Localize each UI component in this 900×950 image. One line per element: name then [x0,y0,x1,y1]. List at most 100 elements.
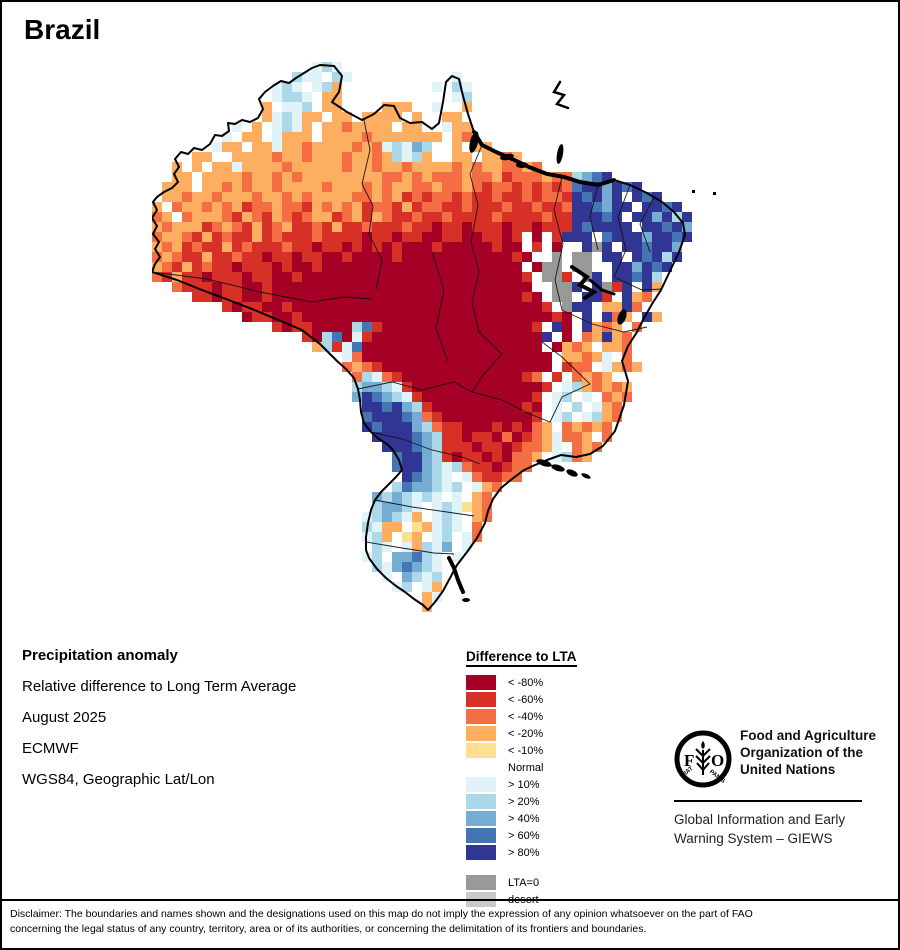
map-cell [332,272,342,282]
map-cell [352,282,362,292]
map-cell [342,142,352,152]
map-cell [262,182,272,192]
map-cell [392,242,402,252]
map-cell [572,302,582,312]
map-cell [412,172,422,182]
map-cell [402,402,412,412]
map-cell [432,122,442,132]
map-cell [152,272,162,282]
map-cell [472,142,482,152]
map-cell [452,122,462,132]
map-cell [412,312,422,322]
map-cell [402,322,412,332]
map-cell [502,252,512,262]
map-cell [482,162,492,172]
map-cell [322,222,332,232]
map-cell [372,542,382,552]
map-cell [432,562,442,572]
map-cell [382,172,392,182]
map-cell [642,312,652,322]
map-cell [652,222,662,232]
map-cell [412,122,422,132]
map-cell [402,462,412,472]
map-cell [152,242,162,252]
map-cell [452,452,462,462]
map-cell [432,502,442,512]
map-cell [562,222,572,232]
map-cell [392,502,402,512]
map-cell [452,202,462,212]
map-cell [492,172,502,182]
legend-swatch [466,743,496,758]
map-cell [442,502,452,512]
map-cell [482,342,492,352]
map-cell [562,442,572,452]
map-cell [612,212,622,222]
map-cell [552,292,562,302]
map-cell [422,352,432,362]
map-cell [362,212,372,222]
map-cell [252,272,262,282]
map-cell [242,282,252,292]
map-cell [462,232,472,242]
fao-org-name: Food and Agriculture Organization of the… [740,727,876,778]
map-cell [362,152,372,162]
map-cell [292,252,302,262]
map-meta-line: Relative difference to Long Term Average [22,678,297,695]
map-cell [442,122,452,132]
map-cell [482,422,492,432]
map-cell [602,212,612,222]
map-cell [172,252,182,262]
map-cell [622,252,632,262]
map-cell [562,282,572,292]
map-cell [422,372,432,382]
map-cell [482,492,492,502]
map-cell [492,192,502,202]
map-cell [232,212,242,222]
map-cell [322,112,332,122]
map-cell [382,342,392,352]
map-cell [652,192,662,202]
map-cell [572,282,582,292]
map-cell [412,192,422,202]
map-cell [402,382,412,392]
map-cell [392,432,402,442]
map-cell [262,92,272,102]
map-cell [432,582,442,592]
map-cell [482,332,492,342]
map-cell [622,192,632,202]
map-cell [362,252,372,262]
map-cell [362,132,372,142]
map-cell [462,422,472,432]
map-cell [642,242,652,252]
map-cell [402,262,412,272]
map-cell [422,162,432,172]
map-cell [342,212,352,222]
map-cell [332,162,342,172]
map-cell [292,162,302,172]
map-cell [262,132,272,142]
legend-items: < -80% < -60% < -40% < -20% < -10% Normal > 10… [466,674,636,861]
map-cell [372,222,382,232]
map-cell [532,212,542,222]
map-cell [592,212,602,222]
map-cell [362,302,372,312]
map-cell [332,342,342,352]
brazil-map [152,62,716,622]
map-cell [372,422,382,432]
map-cell [602,322,612,332]
map-cell [492,372,502,382]
map-cell [372,522,382,532]
map-cell [502,372,512,382]
map-cell [242,302,252,312]
map-cell [492,402,502,412]
map-cell [492,442,502,452]
map-cell [252,172,262,182]
map-cell [262,112,272,122]
map-cell [462,152,472,162]
map-cell [172,272,182,282]
map-cell [572,252,582,262]
map-cell [552,182,562,192]
map-cell [562,372,572,382]
map-cell [352,342,362,352]
